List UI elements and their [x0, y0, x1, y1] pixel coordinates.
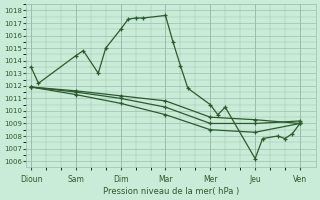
X-axis label: Pression niveau de la mer( hPa ): Pression niveau de la mer( hPa )	[103, 187, 239, 196]
